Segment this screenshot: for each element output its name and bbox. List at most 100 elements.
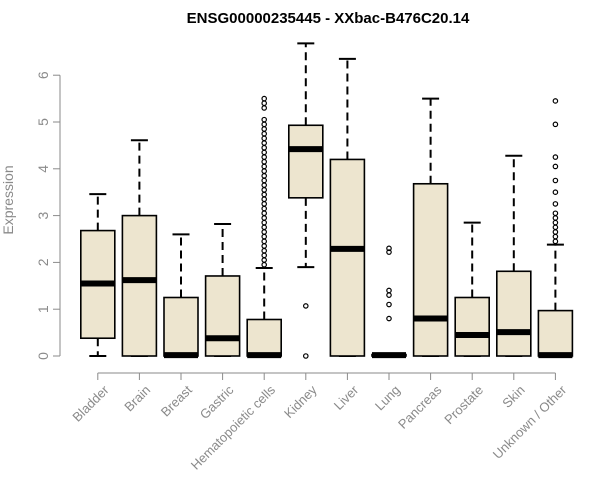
outlier-point	[261, 247, 268, 254]
y-tick-label: 3	[35, 211, 51, 219]
outlier-point	[552, 210, 559, 217]
outlier-point	[261, 140, 268, 146]
x-tick-label: Pancreas	[395, 382, 445, 432]
box-body	[537, 309, 574, 357]
box-body	[329, 158, 366, 357]
outlier-point	[261, 144, 268, 151]
x-tick-label: Unknown / Other	[490, 382, 570, 462]
outlier-point	[261, 154, 268, 160]
box-body	[454, 296, 491, 357]
box-body	[495, 270, 532, 357]
outlier-point	[261, 229, 268, 235]
box-body	[287, 124, 324, 199]
outlier-point	[261, 173, 268, 179]
outlier-point	[552, 189, 559, 196]
box-group	[204, 223, 241, 357]
outlier-point	[261, 252, 268, 259]
x-tick-label: Gastric	[197, 382, 237, 422]
outlier-point	[552, 229, 559, 235]
outlier-point	[261, 177, 268, 184]
x-tick-label: Prostate	[441, 382, 486, 427]
y-tick-label: 2	[35, 258, 51, 266]
outlier-point	[261, 149, 268, 156]
box-group	[495, 154, 532, 357]
box-group	[80, 193, 116, 357]
outlier-point	[552, 154, 559, 160]
y-tick-label: 4	[35, 165, 51, 173]
x-tick-label: Liver	[331, 382, 362, 413]
outlier-point	[386, 301, 392, 308]
boxes	[80, 42, 574, 359]
outlier-point	[261, 219, 268, 226]
outlier-point	[261, 191, 268, 198]
outlier-point	[552, 163, 559, 170]
x-tick-label: Kidney	[281, 382, 320, 421]
outlier-point	[261, 238, 268, 245]
box-body	[412, 182, 449, 357]
outlier-point	[261, 116, 268, 123]
outlier-point	[261, 233, 268, 240]
outlier-point	[261, 201, 268, 207]
outlier-point	[261, 168, 268, 174]
box-group	[329, 57, 366, 357]
chart-title: ENSG00000235445 - XXbac-B476C20.14	[187, 10, 470, 27]
outlier-point	[552, 121, 559, 128]
y-tick-label: 5	[35, 118, 51, 126]
x-tick-label: Breast	[158, 382, 195, 419]
outlier-point	[261, 257, 268, 263]
outlier-point	[386, 249, 392, 255]
box-body	[163, 296, 199, 357]
outlier-point	[261, 126, 268, 132]
outlier-point	[552, 224, 559, 231]
x-tick-label: Bladder	[69, 382, 112, 425]
outlier-point	[261, 243, 268, 249]
outlier-point	[386, 292, 392, 298]
outlier-point	[552, 238, 559, 245]
box-group	[537, 98, 574, 359]
outlier-point	[261, 163, 268, 170]
outlier-point	[261, 121, 268, 128]
box-group	[121, 139, 158, 357]
y-axis: 0 1 2 3 4 5 6	[35, 71, 61, 360]
x-tick-label: Lung	[372, 382, 403, 413]
outlier-point	[261, 210, 268, 217]
x-tick-label: Brain	[121, 382, 153, 414]
outlier-point	[552, 177, 559, 184]
outlier-point	[386, 315, 392, 322]
outlier-point	[261, 261, 268, 268]
outlier-point	[552, 98, 559, 104]
y-tick-label: 1	[35, 305, 51, 313]
y-tick-label: 0	[35, 352, 51, 360]
outlier-point	[261, 105, 268, 111]
outlier-point	[261, 182, 268, 188]
outlier-point	[386, 245, 392, 252]
outlier-point	[261, 224, 268, 231]
box-body	[204, 275, 241, 357]
outlier-point	[261, 196, 268, 203]
outlier-point	[261, 215, 268, 221]
outlier-point	[302, 353, 309, 359]
box-group	[287, 42, 324, 359]
outlier-point	[552, 219, 559, 226]
x-tick-label: Skin	[499, 382, 527, 410]
y-tick-label: 6	[35, 71, 51, 79]
outlier-point	[552, 233, 559, 240]
outlier-point	[261, 187, 268, 193]
outlier-point	[261, 158, 268, 165]
box-group	[246, 95, 282, 359]
outlier-point	[552, 215, 559, 221]
outlier-point	[261, 130, 268, 137]
box-group	[163, 233, 199, 359]
outlier-point	[261, 205, 268, 212]
box-group	[371, 245, 407, 359]
outlier-point	[386, 287, 392, 294]
outlier-point	[261, 95, 268, 102]
outlier-point	[261, 100, 268, 107]
box-group	[412, 97, 449, 357]
outlier-point	[552, 201, 559, 207]
box-group	[454, 221, 491, 357]
outlier-point	[302, 303, 309, 309]
y-axis-label: Expression	[0, 165, 16, 234]
